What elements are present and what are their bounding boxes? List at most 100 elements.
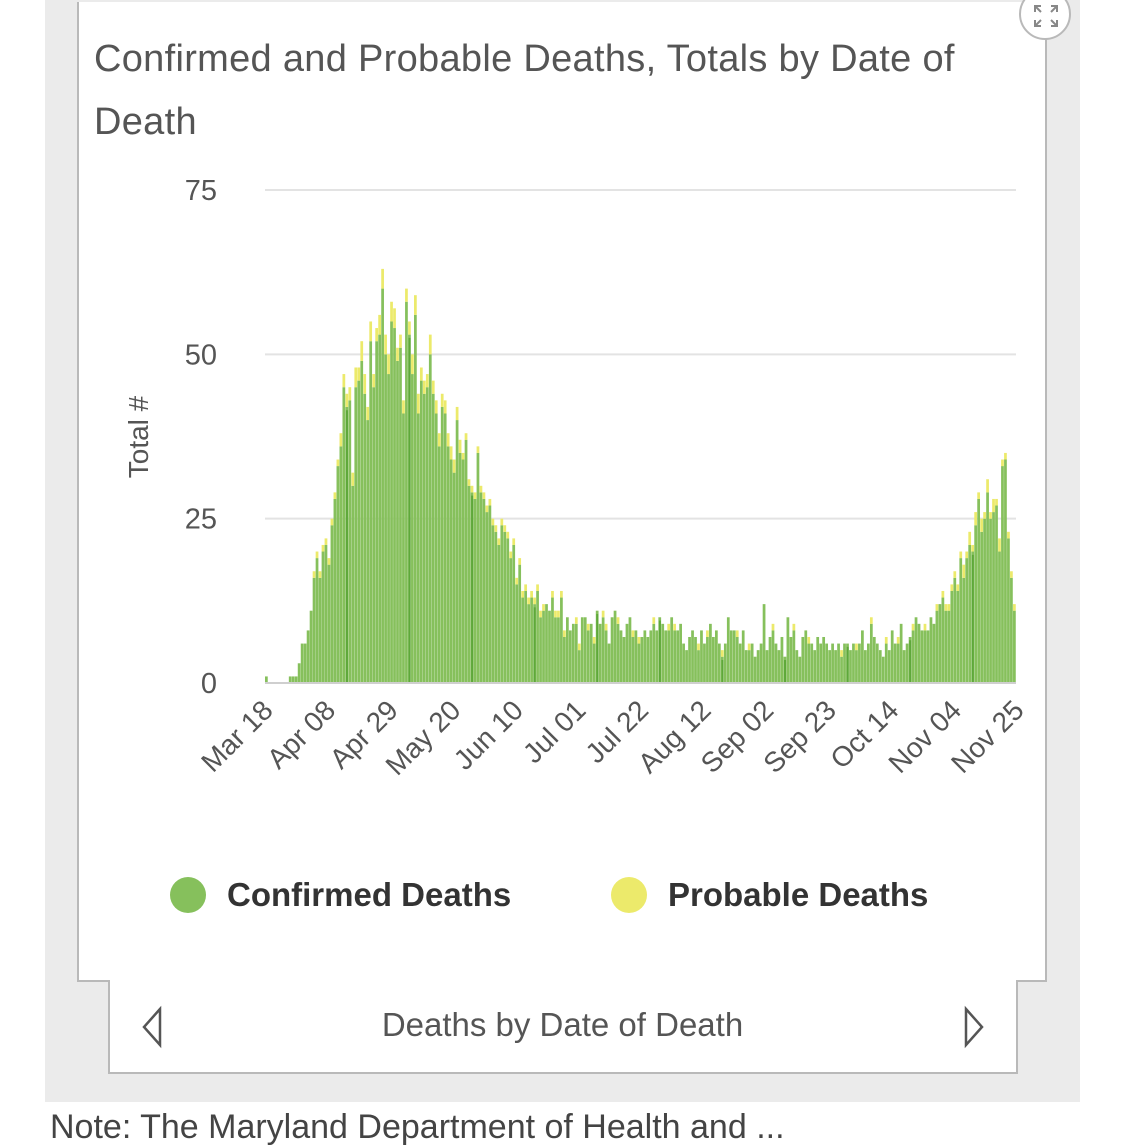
confirmed-bar[interactable]: [723, 643, 727, 683]
confirmed-bar[interactable]: [390, 321, 393, 683]
confirmed-bar[interactable]: [524, 590, 528, 683]
confirmed-bar[interactable]: [452, 472, 456, 683]
confirmed-bar[interactable]: [709, 623, 712, 683]
probable-bar[interactable]: [592, 636, 596, 644]
confirmed-bar[interactable]: [563, 636, 566, 683]
probable-bar[interactable]: [372, 374, 376, 388]
probable-bar[interactable]: [574, 617, 578, 624]
confirmed-bar[interactable]: [616, 623, 620, 683]
probable-bar[interactable]: [473, 492, 477, 499]
confirmed-bar[interactable]: [321, 551, 325, 683]
probable-bar[interactable]: [461, 452, 465, 460]
confirmed-bar[interactable]: [384, 354, 387, 683]
confirmed-bar[interactable]: [828, 650, 831, 683]
confirmed-bar[interactable]: [458, 452, 462, 683]
confirmed-bar[interactable]: [875, 643, 879, 683]
confirmed-bar[interactable]: [545, 604, 548, 683]
confirmed-bar[interactable]: [685, 650, 688, 683]
probable-bar[interactable]: [554, 610, 557, 618]
probable-bar[interactable]: [953, 571, 957, 578]
probable-bar[interactable]: [601, 610, 605, 618]
probable-bar[interactable]: [667, 623, 671, 631]
confirmed-bar[interactable]: [741, 630, 745, 683]
confirmed-bar[interactable]: [712, 636, 715, 683]
confirmed-bar[interactable]: [759, 643, 763, 683]
probable-bar[interactable]: [956, 584, 960, 591]
probable-bar[interactable]: [467, 479, 471, 486]
confirmed-bar[interactable]: [640, 636, 644, 683]
probable-bar[interactable]: [539, 610, 542, 618]
confirmed-bar[interactable]: [697, 650, 700, 683]
probable-bar[interactable]: [524, 584, 528, 591]
probable-bar[interactable]: [518, 558, 522, 565]
confirmed-bar[interactable]: [777, 650, 781, 683]
confirmed-bar[interactable]: [869, 623, 873, 683]
confirmed-bar[interactable]: [878, 650, 882, 683]
confirmed-bar[interactable]: [306, 630, 310, 683]
probable-bar[interactable]: [706, 630, 709, 637]
confirmed-bar[interactable]: [366, 420, 370, 683]
confirmed-bar[interactable]: [852, 643, 855, 683]
confirmed-bar[interactable]: [893, 643, 897, 683]
probable-bar[interactable]: [563, 630, 566, 637]
probable-bar[interactable]: [962, 564, 966, 578]
probable-bar[interactable]: [884, 636, 888, 644]
confirmed-bar[interactable]: [944, 610, 948, 683]
confirmed-bar[interactable]: [461, 459, 465, 683]
confirmed-bar[interactable]: [419, 380, 423, 683]
confirmed-bar[interactable]: [625, 623, 629, 683]
probable-bar[interactable]: [840, 650, 843, 657]
probable-bar[interactable]: [399, 334, 402, 348]
confirmed-bar[interactable]: [938, 604, 942, 683]
probable-bar[interactable]: [419, 367, 423, 381]
probable-bar[interactable]: [318, 571, 322, 578]
confirmed-bar[interactable]: [378, 334, 381, 683]
confirmed-bar[interactable]: [333, 498, 337, 683]
probable-bar[interactable]: [521, 590, 525, 598]
confirmed-bar[interactable]: [1010, 577, 1013, 683]
probable-bar[interactable]: [321, 544, 325, 552]
confirmed-bar[interactable]: [363, 393, 367, 683]
confirmed-bar[interactable]: [652, 623, 656, 683]
confirmed-bar[interactable]: [491, 525, 495, 683]
confirmed-bar[interactable]: [372, 387, 376, 683]
confirmed-bar[interactable]: [428, 354, 432, 683]
probable-bar[interactable]: [980, 518, 983, 532]
confirmed-bar[interactable]: [414, 314, 417, 683]
confirmed-bar[interactable]: [1013, 610, 1016, 683]
confirmed-bar[interactable]: [646, 636, 650, 683]
confirmed-bar[interactable]: [494, 531, 498, 683]
confirmed-bar[interactable]: [637, 643, 641, 683]
probable-bar[interactable]: [542, 604, 545, 611]
probable-bar[interactable]: [375, 328, 379, 342]
probable-bar[interactable]: [360, 341, 364, 361]
probable-bar[interactable]: [551, 590, 554, 598]
probable-bar[interactable]: [494, 525, 498, 532]
confirmed-bar[interactable]: [1004, 459, 1007, 683]
confirmed-bar[interactable]: [387, 374, 390, 683]
probable-bar[interactable]: [339, 433, 343, 447]
confirmed-bar[interactable]: [706, 636, 709, 683]
probable-bar[interactable]: [941, 590, 945, 598]
probable-bar[interactable]: [896, 636, 900, 644]
confirmed-bar[interactable]: [864, 650, 867, 683]
probable-bar[interactable]: [1004, 452, 1007, 460]
confirmed-bar[interactable]: [676, 630, 679, 683]
confirmed-bar[interactable]: [449, 459, 453, 683]
confirmed-bar[interactable]: [580, 617, 584, 683]
probable-bar[interactable]: [869, 617, 873, 624]
probable-bar[interactable]: [488, 498, 492, 506]
probable-bar[interactable]: [616, 617, 620, 624]
confirmed-bar[interactable]: [732, 630, 736, 683]
probable-bar[interactable]: [452, 459, 456, 473]
confirmed-bar[interactable]: [923, 630, 927, 683]
confirmed-bar[interactable]: [455, 420, 459, 683]
probable-bar[interactable]: [935, 604, 939, 611]
next-chart-button[interactable]: [958, 1005, 988, 1049]
confirmed-bar[interactable]: [771, 630, 775, 683]
confirmed-bar[interactable]: [497, 544, 501, 683]
previous-chart-button[interactable]: [138, 1005, 168, 1049]
confirmed-bar[interactable]: [613, 610, 617, 683]
confirmed-bar[interactable]: [440, 406, 444, 683]
confirmed-bar[interactable]: [1001, 466, 1004, 683]
